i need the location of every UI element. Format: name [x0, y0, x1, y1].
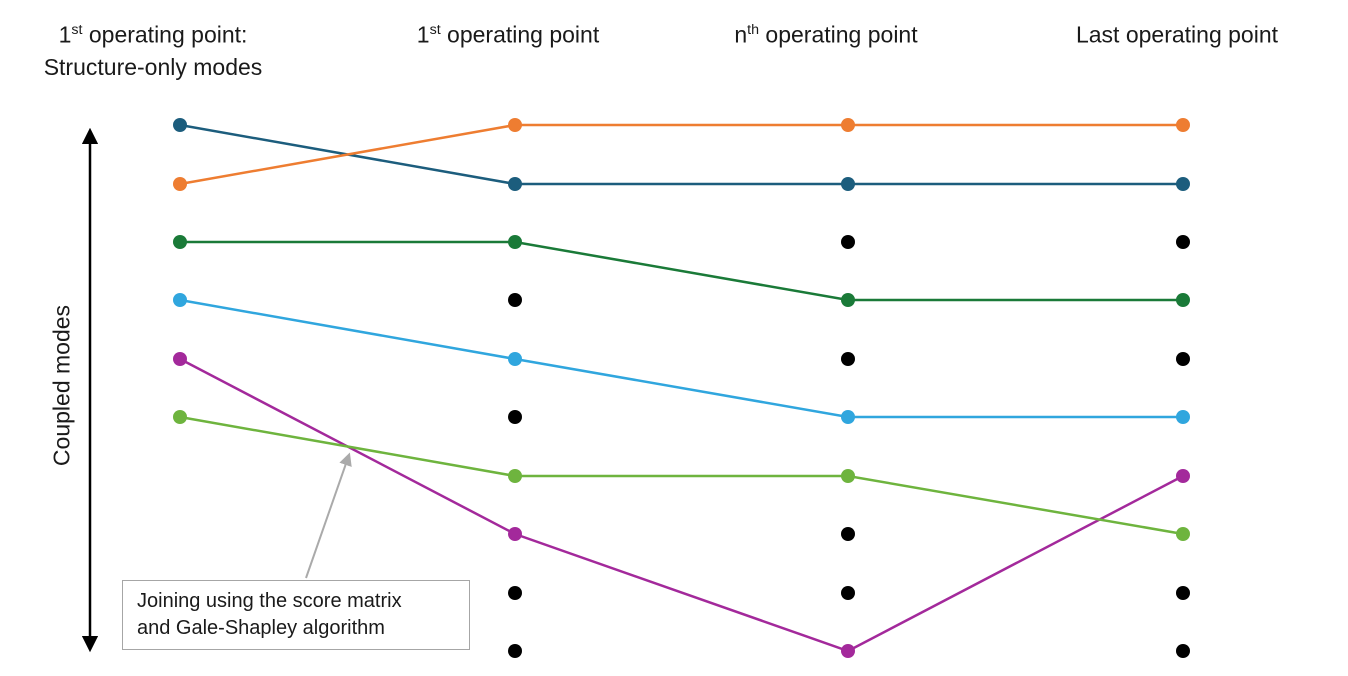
annotation-box: Joining using the score matrix and Gale-… [122, 580, 470, 650]
mode-point-purple-mode [173, 352, 187, 366]
column-header-line2: Structure-only modes [43, 53, 263, 80]
column-header-last-operating-point: Last operating point [1042, 14, 1312, 51]
mode-point-cyan-mode [508, 352, 522, 366]
column-header-line1: nth operating point [734, 21, 918, 48]
mode-point-orange-mode [173, 177, 187, 191]
annotation-arrow [305, 452, 352, 579]
mode-line-light-green-mode [179, 415, 1184, 536]
unmatched-mode-dot [1176, 352, 1190, 366]
mode-point-orange-mode [841, 118, 855, 132]
mode-line-dark-green-mode [180, 240, 1183, 302]
mode-point-cyan-mode [173, 293, 187, 307]
mode-point-light-green-mode [841, 469, 855, 483]
mode-dots-layer [173, 118, 1190, 658]
mode-point-dark-green-mode [841, 293, 855, 307]
column-header-line1: Last operating point [1075, 21, 1279, 48]
unmatched-mode-dot [1176, 644, 1190, 658]
column-header-nth-operating-point: nth operating point [691, 14, 961, 51]
mode-point-light-green-mode [508, 469, 522, 483]
mode-point-purple-mode [841, 644, 855, 658]
ordinal-superscript: th [747, 22, 760, 38]
unmatched-mode-dot [841, 235, 855, 249]
mode-point-dark-green-mode [1176, 293, 1190, 307]
mode-line-orange-mode [179, 123, 1183, 186]
mode-point-cyan-mode [841, 410, 855, 424]
annotation-text-line1: Joining using the score matrix [137, 590, 402, 612]
mode-point-orange-mode [1176, 118, 1190, 132]
unmatched-mode-dot [508, 293, 522, 307]
mode-point-cyan-mode [1176, 410, 1190, 424]
mode-point-orange-mode [508, 118, 522, 132]
mode-point-dark-blue-mode [841, 177, 855, 191]
arrows-layer [81, 127, 352, 653]
column-header-line1: 1st operating point [416, 21, 600, 48]
mode-point-purple-mode [1176, 469, 1190, 483]
unmatched-mode-dot [508, 410, 522, 424]
ordinal-superscript: st [71, 22, 83, 38]
mode-lines-layer [179, 123, 1184, 653]
unmatched-mode-dot [841, 352, 855, 366]
mode-point-purple-mode [508, 527, 522, 541]
unmatched-mode-dot [508, 586, 522, 600]
mode-point-dark-green-mode [173, 235, 187, 249]
mode-line-cyan-mode [179, 298, 1183, 419]
mode-point-light-green-mode [1176, 527, 1190, 541]
unmatched-mode-dot [1176, 586, 1190, 600]
unmatched-mode-dot [508, 644, 522, 658]
unmatched-mode-dot [841, 527, 855, 541]
mode-point-dark-green-mode [508, 235, 522, 249]
mode-line-dark-blue-mode [179, 123, 1183, 186]
annotation-text-line2: and Gale-Shapley algorithm [137, 617, 385, 639]
mode-point-dark-blue-mode [508, 177, 522, 191]
coupled-modes-axis-label: Coupled modes [48, 304, 75, 467]
unmatched-mode-dot [841, 586, 855, 600]
mode-point-dark-blue-mode [173, 118, 187, 132]
unmatched-mode-dot [1176, 235, 1190, 249]
mode-point-dark-blue-mode [1176, 177, 1190, 191]
column-header-line1: 1st operating point: [58, 21, 248, 48]
column-header-first-operating-point: 1st operating point [378, 14, 638, 51]
column-header-structure-only-modes: 1st operating point: Structure-only mode… [18, 14, 288, 83]
ordinal-superscript: st [429, 22, 441, 38]
mode-point-light-green-mode [173, 410, 187, 424]
